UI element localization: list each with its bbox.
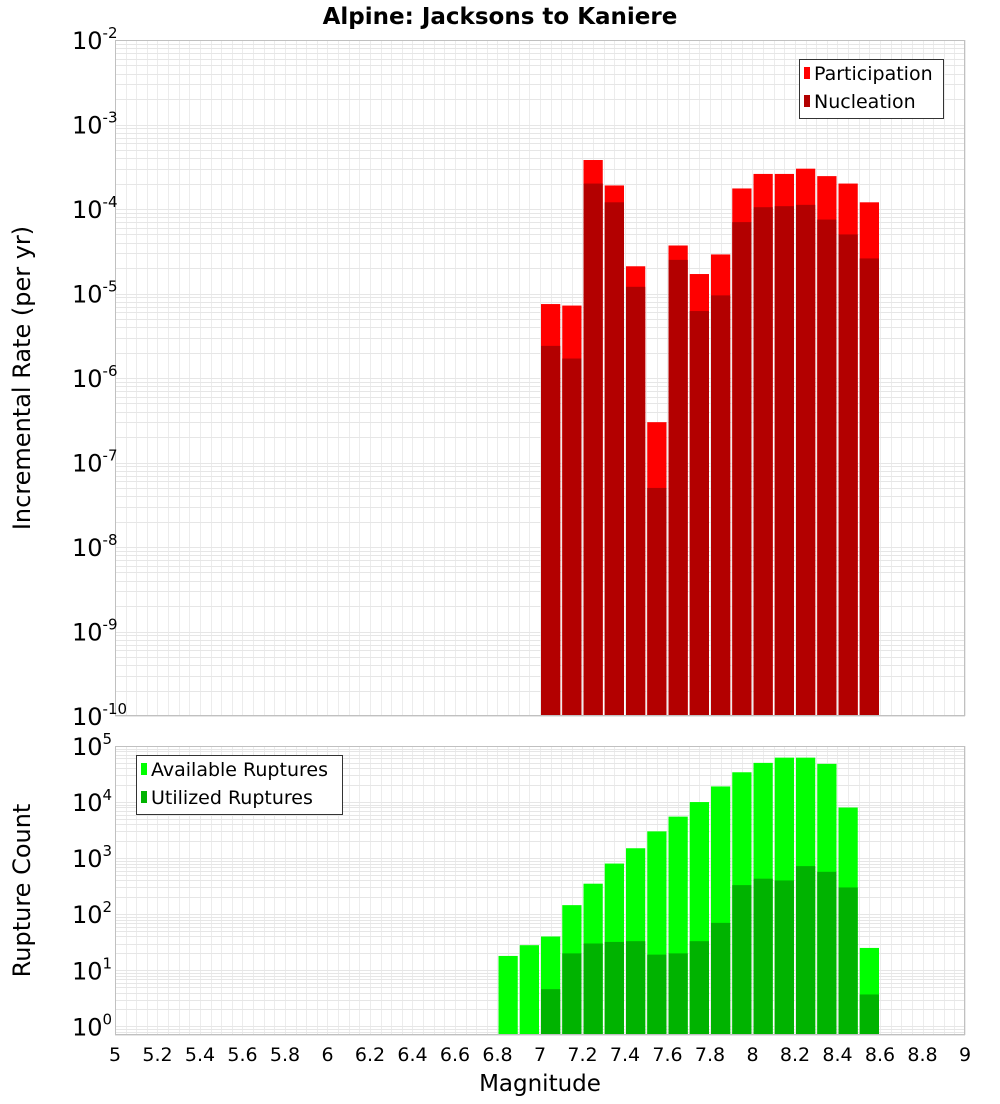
bar-nucleation-7.8 <box>711 295 731 716</box>
y-tick-label-2: 102 <box>72 898 112 929</box>
bar-nucleation-7 <box>541 345 561 716</box>
y-tick-label-2: 105 <box>72 730 112 761</box>
x-tick-label: 7.2 <box>567 1044 597 1066</box>
bar-nucleation-7.3 <box>604 202 624 716</box>
bar-nucleation-7.6 <box>668 259 688 716</box>
bar-utilized-ruptures-7.5 <box>647 954 667 1035</box>
bar-nucleation-8.4 <box>838 234 858 716</box>
plot-frame-2 <box>115 746 965 1035</box>
bar-utilized-ruptures-8 <box>753 878 773 1035</box>
bar-utilized-ruptures-7.9 <box>732 885 752 1035</box>
y-tick-label-1: 10-5 <box>72 278 118 309</box>
y-axis-label-2: Rupture Count <box>8 804 36 978</box>
bar-nucleation-7.2 <box>583 183 603 716</box>
bar-nucleation-7.4 <box>626 286 646 716</box>
bar-nucleation-8 <box>753 207 773 716</box>
legend-label-available-ruptures: Available Ruptures <box>151 759 328 781</box>
bar-utilized-ruptures-7.1 <box>562 953 582 1035</box>
bar-nucleation-8.1 <box>774 206 794 716</box>
x-tick-label: 5.6 <box>227 1044 257 1066</box>
y-tick-label-1: 10-8 <box>72 531 118 562</box>
bar-utilized-ruptures-7.3 <box>604 941 624 1035</box>
x-tick-label: 5 <box>109 1044 121 1066</box>
y-tick-label-1: 10-9 <box>72 616 118 647</box>
legend-label-participation: Participation <box>814 63 933 85</box>
x-tick-label: 8.8 <box>907 1044 937 1066</box>
legend-swatch-utilized-ruptures <box>141 791 147 803</box>
bar-nucleation-7.1 <box>562 358 582 716</box>
y-tick-label-1: 10-6 <box>72 362 118 393</box>
bar-nucleation-8.3 <box>817 219 837 716</box>
bar-nucleation-8.5 <box>859 258 879 716</box>
y-tick-label-1: 10-10 <box>72 700 127 731</box>
x-tick-label: 5.4 <box>185 1044 215 1066</box>
bar-utilized-ruptures-8.4 <box>838 887 858 1035</box>
y-tick-label-1: 10-3 <box>72 109 118 140</box>
x-tick-label: 7 <box>534 1044 546 1066</box>
bar-nucleation-7.7 <box>689 311 709 716</box>
y-tick-label-1: 10-2 <box>72 24 118 55</box>
y-axis-label-1: Incremental Rate (per yr) <box>8 226 36 530</box>
y-tick-label-2: 100 <box>72 1010 112 1041</box>
y-tick-label-2: 104 <box>72 786 112 817</box>
legend-swatch-participation <box>804 67 810 79</box>
x-tick-label: 6.4 <box>397 1044 427 1066</box>
x-tick-label: 8.2 <box>780 1044 810 1066</box>
legend-label-utilized-ruptures: Utilized Ruptures <box>151 787 313 809</box>
x-tick-label: 6.2 <box>355 1044 385 1066</box>
bar-utilized-ruptures-8.5 <box>859 994 879 1035</box>
legend-swatch-nucleation <box>804 95 810 107</box>
bar-utilized-ruptures-7 <box>541 989 561 1035</box>
legend-box-1 <box>799 59 944 119</box>
legend-label-nucleation: Nucleation <box>814 91 916 113</box>
bar-nucleation-8.2 <box>796 204 816 716</box>
y-tick-label-1: 10-7 <box>72 447 118 478</box>
legend-box-2 <box>136 755 343 815</box>
bar-utilized-ruptures-7.6 <box>668 953 688 1035</box>
bar-available-ruptures-6.8 <box>498 955 518 1035</box>
x-tick-label: 6.8 <box>482 1044 512 1066</box>
x-tick-label: 8.6 <box>865 1044 895 1066</box>
y-tick-label-2: 101 <box>72 954 112 985</box>
bar-utilized-ruptures-7.4 <box>626 941 646 1035</box>
bar-nucleation-7.5 <box>647 487 667 716</box>
x-tick-label: 8 <box>746 1044 758 1066</box>
x-tick-label: 9 <box>959 1044 971 1066</box>
chart-title: Alpine: Jacksons to Kaniere <box>323 4 678 30</box>
x-tick-label: 5.2 <box>142 1044 172 1066</box>
x-tick-label: 6 <box>321 1044 333 1066</box>
x-tick-label: 7.8 <box>695 1044 725 1066</box>
bar-utilized-ruptures-8.2 <box>796 866 816 1035</box>
x-tick-label: 8.4 <box>822 1044 852 1066</box>
plot-frame-1 <box>115 40 965 716</box>
x-axis-label: Magnitude <box>479 1071 601 1097</box>
bar-utilized-ruptures-8.3 <box>817 871 837 1035</box>
x-tick-label: 6.6 <box>440 1044 470 1066</box>
x-tick-label: 7.4 <box>610 1044 640 1066</box>
bar-utilized-ruptures-7.2 <box>583 943 603 1035</box>
bar-utilized-ruptures-7.7 <box>689 941 709 1035</box>
bar-available-ruptures-6.9 <box>519 945 539 1035</box>
x-tick-label: 5.8 <box>270 1044 300 1066</box>
bar-utilized-ruptures-8.1 <box>774 880 794 1035</box>
legend-swatch-available-ruptures <box>141 763 147 775</box>
bar-nucleation-7.9 <box>732 222 752 716</box>
y-tick-label-2: 103 <box>72 842 112 873</box>
x-tick-label: 7.6 <box>652 1044 682 1066</box>
y-tick-label-1: 10-4 <box>72 193 118 224</box>
bar-utilized-ruptures-7.8 <box>711 922 731 1035</box>
